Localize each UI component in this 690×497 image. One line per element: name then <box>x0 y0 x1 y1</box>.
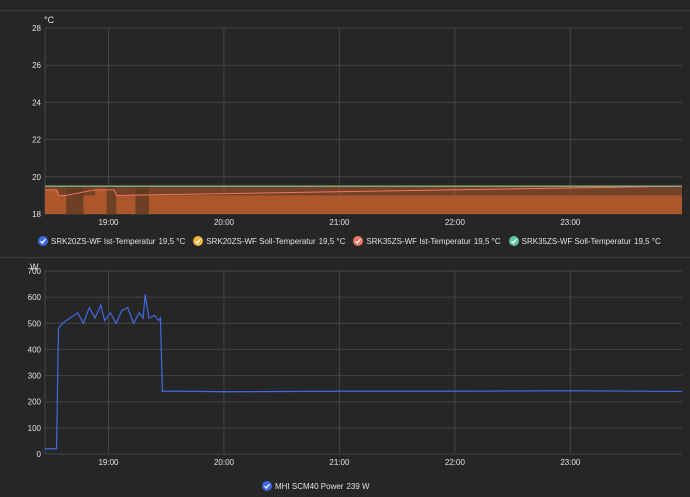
x-tick-label: 21:00 <box>329 458 350 467</box>
x-tick-label: 19:00 <box>98 218 119 227</box>
x-tick-label: 20:00 <box>214 218 235 227</box>
y-tick-label: 0 <box>37 450 42 459</box>
legend-item-srk35-ist[interactable]: SRK35ZS-WF Ist-Temperatur 19,5 °C <box>353 236 501 246</box>
y-tick-label: 26 <box>32 61 41 70</box>
temperature-legend: SRK20ZS-WF Ist-Temperatur 19,5 °C SRK20Z… <box>38 236 669 246</box>
legend-value: 19,5 °C <box>634 236 661 246</box>
legend-value: 19,5 °C <box>158 236 186 246</box>
legend-label: SRK20ZS-WF Ist-Temperatur <box>51 236 156 246</box>
series-line-3 <box>45 185 683 196</box>
temperature-unit-label: °C <box>44 15 55 25</box>
x-tick-label: 19:00 <box>98 458 119 467</box>
middle-divider <box>0 257 690 258</box>
power-card: W <box>0 258 690 497</box>
legend-value: 19,5 °C <box>318 236 346 246</box>
y-tick-label: 200 <box>28 398 42 407</box>
top-divider <box>0 10 690 11</box>
y-tick-label: 100 <box>28 424 42 433</box>
checked-icon[interactable] <box>353 236 364 246</box>
y-tick-label: 500 <box>28 319 42 328</box>
y-tick-label: 18 <box>32 210 41 219</box>
y-tick-label: 600 <box>28 293 42 302</box>
legend-item-scm40-power[interactable]: MHI SCM40 Power 239 W <box>262 481 370 491</box>
checked-icon[interactable] <box>262 481 272 491</box>
heating-phase-band <box>135 186 149 214</box>
y-tick-label: 400 <box>28 345 42 354</box>
y-tick-label: 300 <box>28 372 42 381</box>
legend-label: SRK35ZS-WF Ist-Temperatur <box>366 236 471 246</box>
x-tick-label: 22:00 <box>445 458 466 467</box>
power-legend: MHI SCM40 Power 239 W <box>262 481 378 491</box>
power-series-line <box>45 294 683 450</box>
legend-label: SRK20ZS-WF Soll-Temperatur <box>206 236 316 246</box>
y-tick-label: 28 <box>32 24 41 33</box>
y-tick-label: 20 <box>32 173 41 182</box>
x-tick-label: 20:00 <box>214 458 235 467</box>
legend-item-srk20-soll[interactable]: SRK20ZS-WF Soll-Temperatur 19,5 °C <box>193 236 345 246</box>
power-unit-label: W <box>30 262 39 272</box>
y-tick-label: 22 <box>32 136 41 145</box>
y-tick-label: 24 <box>32 98 41 107</box>
x-tick-label: 23:00 <box>560 458 581 467</box>
soll-temperature-area <box>45 186 682 214</box>
legend-item-srk20-ist[interactable]: SRK20ZS-WF Ist-Temperatur 19,5 °C <box>38 236 185 246</box>
x-tick-label: 22:00 <box>445 218 466 227</box>
y-tick-label: 700 <box>28 267 42 276</box>
checked-icon[interactable] <box>508 236 519 246</box>
x-tick-label: 23:00 <box>560 218 581 227</box>
legend-label: SRK35ZS-WF Soll-Temperatur <box>521 236 631 246</box>
legend-item-srk35-soll[interactable]: SRK35ZS-WF Soll-Temperatur 19,5 °C <box>508 236 661 246</box>
legend-value: 19,5 °C <box>473 236 501 246</box>
legend-label: MHI SCM40 Power <box>275 481 344 491</box>
checked-icon[interactable] <box>193 236 204 246</box>
legend-value: 239 W <box>346 481 370 491</box>
x-tick-label: 21:00 <box>329 218 350 227</box>
checked-icon[interactable] <box>38 236 48 246</box>
heating-phase-band <box>106 186 117 214</box>
